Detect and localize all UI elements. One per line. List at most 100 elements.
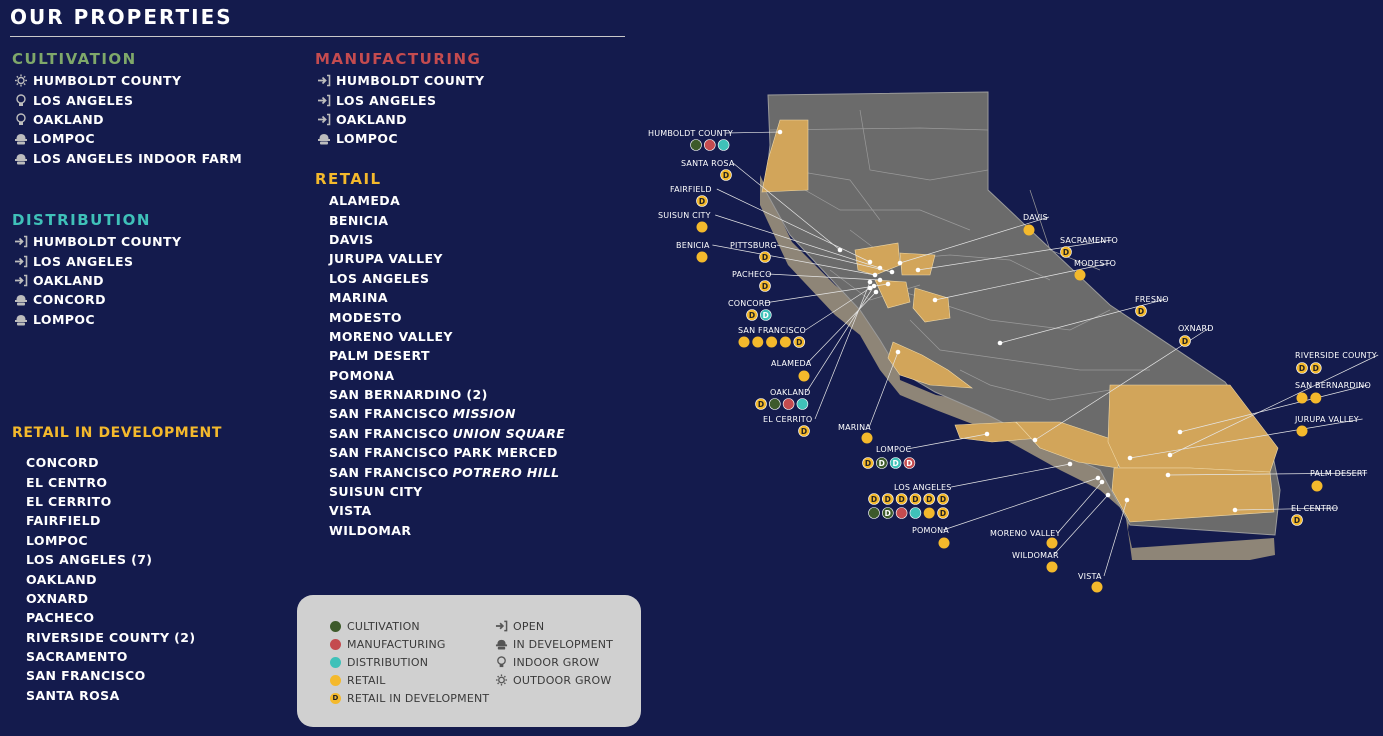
manufacturing-heading: MANUFACTURING [315, 50, 482, 68]
legend-label: IN DEVELOPMENT [513, 637, 614, 651]
cultivation-marker [868, 507, 880, 519]
retail-item: SAN FRANCISCO MISSION [315, 404, 565, 423]
highlighted-counties [761, 119, 1279, 523]
retail-marker [1046, 537, 1058, 549]
retail-dev-item: OAKLAND [26, 571, 97, 587]
distribution-item-label: OAKLAND [33, 272, 104, 288]
distribution-marker [909, 507, 922, 519]
leader-line [868, 351, 899, 428]
in-development-icon [12, 313, 29, 326]
dev-badge-letter: D [762, 253, 768, 262]
legend-item: CULTIVATION [330, 617, 489, 635]
distribution-heading: DISTRIBUTION [12, 211, 151, 229]
cultivation-marker [690, 139, 702, 151]
retail-item: POMONA [315, 366, 565, 385]
location-point [1067, 461, 1073, 467]
location-point [1177, 429, 1183, 435]
distribution-item-label: LOS ANGELES [33, 253, 134, 269]
retail-item-label: POMONA [329, 367, 395, 383]
retail-marker [938, 537, 950, 549]
retail-dev-marker [1296, 362, 1308, 374]
location-point [1232, 507, 1238, 513]
distribution-section: DISTRIBUTION HUMBOLDT COUNTY LOS ANGELES O… [12, 211, 181, 329]
retail-marker [696, 221, 708, 233]
location-point [871, 283, 877, 289]
retail-dev-item: PACHECO [26, 610, 95, 626]
location-point [1105, 492, 1111, 498]
retail-item: MARINA [315, 288, 565, 307]
location-point [1167, 452, 1173, 458]
retail-item-label: SAN BERNARDINO (2) [329, 387, 488, 403]
map-location-label: SAN BERNARDINO [1295, 381, 1371, 390]
retail-marker [1091, 581, 1103, 593]
dev-badge-letter: D [723, 171, 729, 180]
location-point [885, 281, 891, 287]
map-location-label: PALM DESERT [1310, 469, 1367, 478]
outdoor-grow-icon [12, 74, 29, 87]
california-map: HUMBOLDT COUNTY SANTA ROSA FAIRFIELD SUISUN… [630, 70, 1383, 610]
retail-dev-marker [1179, 335, 1191, 347]
title-divider [10, 36, 625, 37]
retail-marker [798, 370, 810, 382]
retail-item-label: SAN FRANCISCO [329, 425, 449, 441]
leader-lines [712, 129, 1379, 577]
leader-line [1129, 418, 1363, 459]
retail-marker [1074, 269, 1086, 281]
page-title: OUR PROPERTIES [10, 5, 233, 29]
dev-badge-letter: D [763, 311, 769, 320]
retail-dev-item: CONCORD [26, 455, 99, 471]
indoor-grow-icon [12, 113, 29, 126]
dev-badge-letter: D [1313, 364, 1319, 373]
retail-dev-marker [696, 195, 708, 207]
dev-badge-letter: D [892, 459, 898, 468]
map-location-label: PITTSBURG [730, 241, 777, 250]
retail-item: WILDOMAR [315, 521, 565, 540]
retail-section: RETAIL ALAMEDA BENICIA DAVIS JURUPA VALLEY L… [315, 170, 565, 540]
distribution-marker [796, 398, 809, 410]
indoor-grow-icon [12, 93, 29, 107]
legend-item: D RETAIL IN DEVELOPMENT [330, 689, 489, 707]
leader-line [1053, 494, 1109, 556]
map-labels: HUMBOLDT COUNTY SANTA ROSA FAIRFIELD SUISUN… [648, 129, 1377, 581]
retail-marker [1311, 480, 1323, 492]
retail-item: SAN BERNARDINO (2) [315, 385, 565, 404]
manufacturing-item-label: HUMBOLDT COUNTY [336, 73, 485, 89]
indoor-grow-icon [495, 656, 508, 668]
retail-dev-marker [923, 493, 936, 505]
retail-dev-item: SAN FRANCISCO [26, 668, 146, 684]
dev-badge-letter: D [940, 495, 946, 504]
manufacturing-item: HUMBOLDT COUNTY [315, 71, 484, 90]
location-point [1099, 479, 1105, 485]
retail-item-label: MODESTO [329, 309, 402, 325]
legend-label: MANUFACTURING [347, 637, 446, 651]
leader-line [951, 463, 1071, 488]
manufacturing-item: OAKLAND [315, 110, 484, 129]
in-development-icon [12, 132, 29, 145]
legend-item: INDOOR GROW [495, 653, 613, 671]
open-icon [315, 113, 332, 126]
retail-item: JURUPA VALLEY [315, 249, 565, 268]
retail-item-label: WILDOMAR [329, 522, 412, 538]
map-location-label: OXNARD [1178, 324, 1214, 333]
dev-badge-letter: D [1063, 248, 1069, 257]
distribution-item: LOMPOC [12, 310, 181, 329]
retail-dev-marker [937, 507, 949, 519]
manufacturing-dev-marker [903, 457, 916, 469]
manufacturing-list: HUMBOLDT COUNTY LOS ANGELES OAKLAND LOMPOC [315, 71, 484, 149]
retail-item: ALAMEDA [315, 191, 565, 210]
retail-dev-marker [746, 309, 758, 321]
distribution-dev-marker [760, 309, 772, 321]
map-location-label: LOS ANGELES [894, 483, 952, 492]
location-point [897, 260, 903, 266]
retail-item-neighborhood: POTRERO HILL [452, 464, 560, 480]
map-location-label: OAKLAND [770, 388, 811, 397]
map-location-label: HUMBOLDT COUNTY [648, 129, 733, 138]
dev-badge-letter: D [801, 427, 807, 436]
map-location-label: SUISUN CITY [658, 211, 711, 220]
map-location-label: RIVERSIDE COUNTY [1295, 351, 1377, 360]
manufacturing-marker [895, 507, 908, 519]
retail-dev-marker [798, 425, 810, 437]
retail-dev-marker [1060, 246, 1072, 258]
retail-marker [738, 336, 750, 348]
